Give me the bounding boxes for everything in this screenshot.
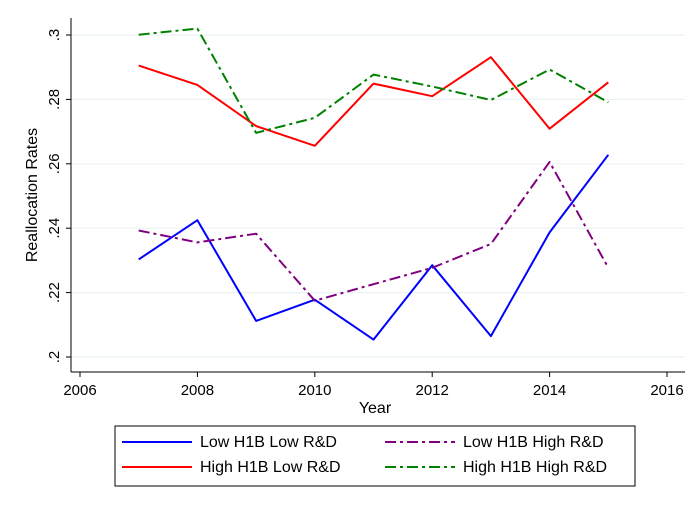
y-tick-label: .26 bbox=[46, 153, 63, 174]
axes bbox=[70, 18, 685, 373]
x-tick-label: 2014 bbox=[533, 382, 566, 399]
legend-label-2: Low H1B High R&D bbox=[463, 434, 604, 451]
series-lines bbox=[138, 27, 610, 341]
legend-box bbox=[114, 425, 636, 487]
grid bbox=[71, 34, 685, 358]
y-tick-label: .3 bbox=[46, 29, 63, 42]
y-tick-label: .2 bbox=[46, 351, 63, 364]
y-tick-label: .24 bbox=[46, 218, 63, 239]
legend-label-1: High H1B Low R&D bbox=[200, 459, 341, 476]
x-tick-label: 2016 bbox=[650, 382, 683, 399]
series-line-2 bbox=[138, 160, 610, 302]
x-tick-label: 2012 bbox=[416, 382, 449, 399]
x-tick-label: 2008 bbox=[181, 382, 214, 399]
legend-label-0: Low H1B Low R&D bbox=[200, 434, 337, 451]
x-axis-title: Year bbox=[359, 400, 392, 417]
y-ticks: .2 .22 .24 .26 .28 .3 bbox=[46, 29, 71, 364]
legend-label-3: High H1B High R&D bbox=[463, 459, 607, 476]
x-tick-label: 2006 bbox=[63, 382, 96, 399]
y-axis-title: Reallocation Rates bbox=[24, 128, 41, 262]
legend-entries: Low H1B Low R&D Low H1B High R&D High H1B … bbox=[122, 434, 607, 476]
x-ticks: 2006 2008 2010 2012 2014 2016 bbox=[63, 372, 684, 399]
legend: Low H1B Low R&D Low H1B High R&D High H1B … bbox=[114, 425, 636, 487]
series-line-1 bbox=[138, 56, 609, 147]
series-line-0 bbox=[138, 154, 610, 341]
y-tick-label: .28 bbox=[46, 89, 63, 110]
series-line-3 bbox=[138, 27, 609, 134]
x-tick-label: 2010 bbox=[298, 382, 331, 399]
y-tick-label: .22 bbox=[46, 282, 63, 303]
